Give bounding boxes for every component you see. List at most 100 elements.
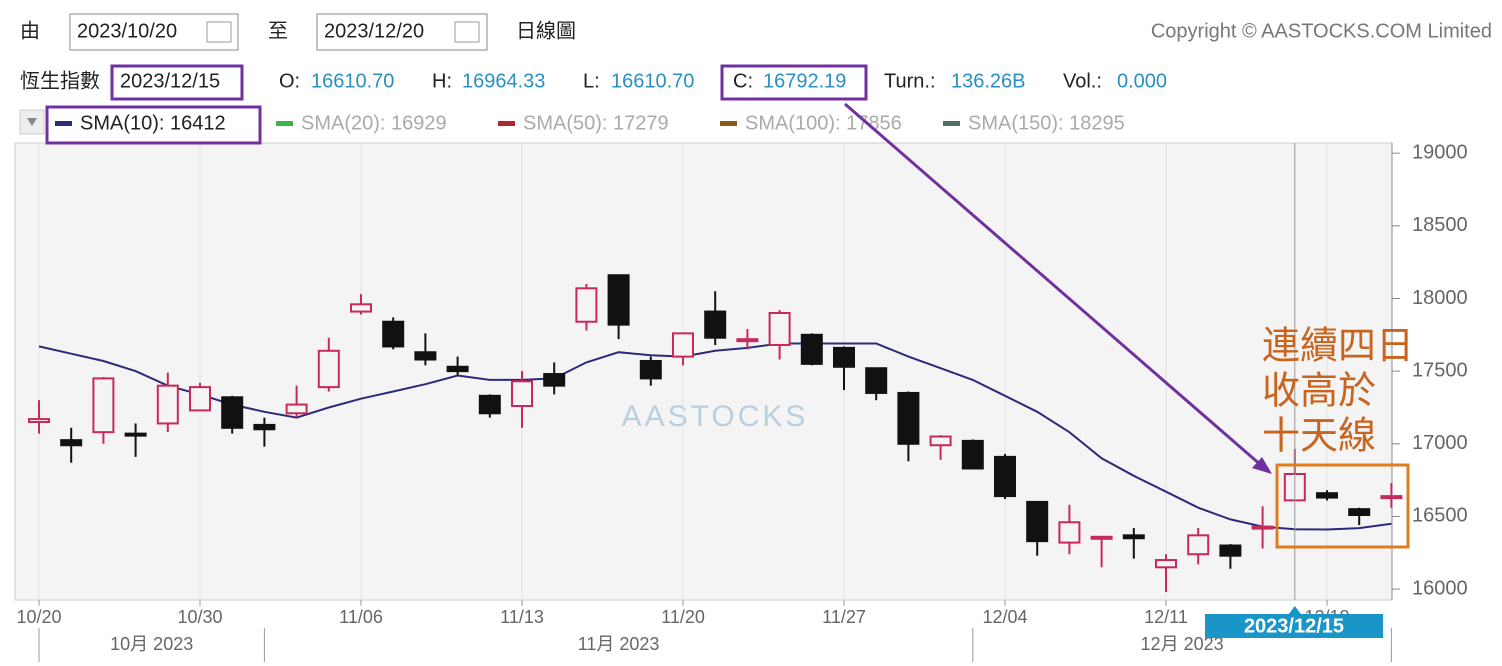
candle-body <box>1187 534 1210 556</box>
candle-body <box>1155 559 1177 569</box>
candle-body <box>124 432 147 437</box>
candle-body <box>800 333 823 365</box>
month-label: 12月 2023 <box>1141 634 1224 654</box>
to-date[interactable]: 2023/12/20 <box>324 20 424 42</box>
legend-marker[interactable] <box>55 121 72 126</box>
candle-body <box>60 439 83 447</box>
calendar-icon[interactable] <box>454 21 480 43</box>
legend-marker[interactable] <box>943 121 960 126</box>
info-value: 136.26B <box>951 70 1026 92</box>
candle-body <box>1316 492 1338 499</box>
info-label: C: <box>733 70 753 92</box>
candle-body <box>897 391 920 445</box>
month-label: 11月 2023 <box>578 634 660 654</box>
candle-body <box>414 351 437 361</box>
legend-label[interactable]: SMA(50): 17279 <box>523 112 669 134</box>
candle-body <box>350 303 372 313</box>
to-input[interactable] <box>316 13 488 51</box>
sma-line <box>38 342 1392 531</box>
candle-body <box>28 418 50 423</box>
candle-body <box>961 439 984 470</box>
y-tick-label: 16000 <box>1412 577 1468 599</box>
legend-label[interactable]: SMA(10): 16412 <box>80 112 226 134</box>
x-tick-label: 10/20 <box>16 607 61 627</box>
annotation-text: 十天線 <box>1262 416 1376 458</box>
y-tick-label: 17500 <box>1412 359 1468 381</box>
x-tick-label: 11/06 <box>339 607 383 627</box>
highlight-box <box>45 105 262 145</box>
watermark: AASTOCKS <box>622 400 809 433</box>
candle-body <box>1026 500 1049 543</box>
copyright: Copyright © AASTOCKS.COM Limited <box>1151 20 1492 42</box>
y-tick-label: 19000 <box>1412 141 1468 163</box>
candle-body <box>736 338 759 343</box>
x-tick-label: 12/04 <box>982 607 1027 627</box>
highlight-box <box>720 64 868 101</box>
y-tick-label: 18500 <box>1412 214 1468 236</box>
candle-body <box>607 274 630 326</box>
arrow <box>844 102 1263 468</box>
info-date: 2023/12/15 <box>120 70 220 92</box>
calendar-icon[interactable] <box>206 21 232 43</box>
candle-body <box>1090 535 1113 540</box>
info-row: O: 16610.70 H: 16964.33 L: 16610.70 C: 16792.19… <box>279 70 1167 92</box>
info-label: Vol.: <box>1063 70 1102 92</box>
candle-body <box>1058 521 1081 544</box>
y-tick-label: 17000 <box>1412 432 1468 454</box>
candle-body <box>285 403 308 415</box>
y-tick-label: 18000 <box>1412 287 1468 309</box>
from-label: 由 <box>20 19 40 42</box>
legend-marker[interactable] <box>720 121 737 126</box>
candle-body <box>189 386 211 412</box>
month-label: 10月 2023 <box>110 634 193 654</box>
info-label: L: <box>583 70 600 92</box>
candle-body <box>317 349 340 389</box>
legend-marker[interactable] <box>498 121 515 126</box>
candle-body <box>1122 534 1145 540</box>
candle-body <box>221 396 244 429</box>
candle-body <box>1251 525 1274 530</box>
crosshair-label-box <box>1205 614 1383 638</box>
highlight-box <box>110 64 244 101</box>
from-date[interactable]: 2023/10/20 <box>77 20 177 42</box>
dropdown-arrow[interactable] <box>27 118 37 126</box>
candle-body <box>446 365 469 373</box>
info-value: 0.000 <box>1117 70 1167 92</box>
x-tick-label: 11/27 <box>822 607 866 627</box>
legend-marker[interactable] <box>276 121 293 126</box>
candle-body <box>1380 495 1403 500</box>
crosshair-pointer <box>1288 606 1301 614</box>
candle-body <box>929 435 952 447</box>
annotation-box <box>1275 463 1410 549</box>
candle-body <box>511 380 533 408</box>
crosshair-label: 2023/12/15 <box>1244 615 1344 637</box>
x-tick-label: 11/20 <box>661 607 705 627</box>
info-value: 16610.70 <box>611 70 694 92</box>
legend-label[interactable]: SMA(150): 18295 <box>968 112 1125 134</box>
candle-body <box>768 312 791 346</box>
candle-body <box>253 423 276 431</box>
candle-body <box>639 359 662 380</box>
candle-body <box>382 320 405 348</box>
candle-body <box>478 394 501 415</box>
x-tick-label: 10/30 <box>177 607 222 627</box>
candle-body <box>92 377 115 434</box>
info-label: Turn.: <box>884 70 936 92</box>
candle-body <box>833 346 855 368</box>
candle-body <box>1348 508 1371 516</box>
candle-body <box>994 455 1016 498</box>
annotation-text: 收高於 <box>1262 371 1376 413</box>
candle-body <box>156 384 179 425</box>
plot-area <box>14 142 1393 601</box>
to-label: 至 <box>268 20 288 42</box>
from-input[interactable] <box>69 13 239 51</box>
legend-label[interactable]: SMA(20): 16929 <box>301 112 447 134</box>
axis-area <box>1392 143 1502 600</box>
candle-body <box>575 287 598 323</box>
candle-body <box>865 367 888 394</box>
chart-kind[interactable]: 日線圖 <box>516 19 576 42</box>
info-label: O: <box>279 70 300 92</box>
info-label: H: <box>432 70 452 92</box>
index-name: 恆生指數 <box>20 69 100 92</box>
